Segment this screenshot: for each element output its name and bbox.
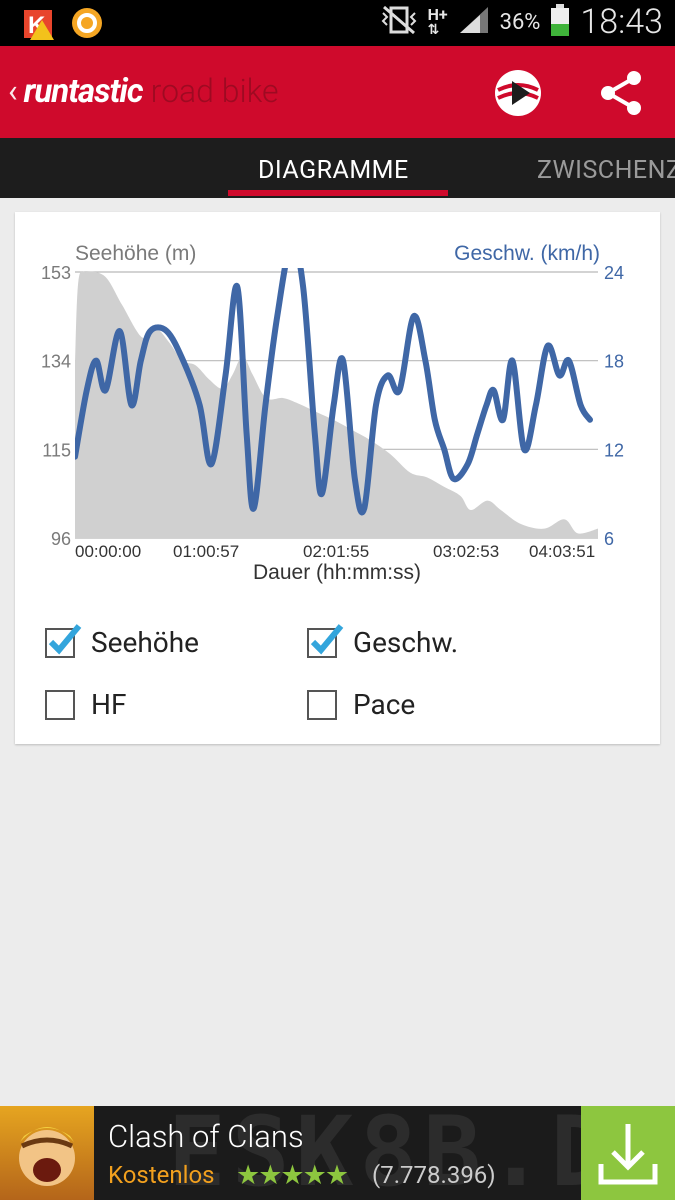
- elevation-speed-chart: Seehöhe (m) Geschw. (km/h) Dauer (hh:mm:…: [41, 242, 624, 584]
- checkbox-hf[interactable]: HF: [45, 688, 126, 721]
- left-tick-label: 153: [41, 263, 71, 283]
- play-route-button[interactable]: [493, 68, 543, 118]
- checkbox-label: Seehöhe: [91, 626, 199, 659]
- back-chevron-icon: ‹: [8, 72, 18, 110]
- checkbox-label: HF: [91, 688, 127, 721]
- series-seehoehe-area: [75, 271, 598, 538]
- share-icon: [601, 71, 641, 115]
- x-axis-title: Dauer (hh:mm:ss): [253, 561, 421, 584]
- ad-title: Clash of Clans: [108, 1118, 304, 1155]
- left-tick-label: 96: [51, 529, 71, 549]
- active-tab-indicator: [228, 190, 448, 196]
- clock: 18:43: [580, 2, 663, 42]
- signal-icon: [458, 5, 490, 39]
- x-tick-label: 04:03:51: [529, 542, 595, 561]
- ad-banner[interactable]: ESK8B.DE Clash of Clans Kostenlos ★★★★★ …: [0, 1106, 675, 1200]
- ad-download-button[interactable]: [581, 1106, 675, 1200]
- left-tick-label: 134: [41, 352, 71, 372]
- x-tick-label: 01:00:57: [173, 542, 239, 561]
- right-tick-label: 24: [604, 263, 624, 283]
- app-subtitle: road bike: [150, 72, 279, 110]
- checkbox-box[interactable]: [307, 623, 344, 658]
- checkmark-icon: [310, 623, 344, 654]
- ad-app-icon[interactable]: [0, 1106, 94, 1200]
- series-geschw-line: [75, 268, 593, 516]
- tab-bar: DIAGRAMME ZWISCHENZ: [0, 138, 675, 198]
- download-icon: [598, 1124, 658, 1185]
- tab-diagramme[interactable]: DIAGRAMME: [258, 156, 409, 185]
- play-route-icon: [495, 70, 541, 116]
- checkmark-icon: [48, 623, 82, 654]
- network-type: H+ ⇅: [427, 4, 448, 38]
- app-notification-icon: [70, 6, 104, 44]
- left-axis-title: Seehöhe (m): [75, 242, 196, 265]
- vibrate-icon: [380, 3, 418, 41]
- chart-card: Seehöhe (m) Geschw. (km/h) Dauer (hh:mm:…: [15, 212, 660, 744]
- checkbox-box[interactable]: [45, 623, 82, 658]
- checkbox-label: Geschw.: [353, 626, 459, 659]
- checkbox-label: Pace: [353, 688, 416, 721]
- x-tick-label: 02:01:55: [303, 542, 369, 561]
- battery-percent: 36%: [499, 9, 541, 35]
- x-tick-label: 00:00:00: [75, 542, 141, 561]
- left-tick-label: 115: [42, 440, 71, 460]
- checkbox-box[interactable]: [307, 689, 337, 720]
- ad-price: Kostenlos: [108, 1161, 215, 1189]
- checkbox-pace[interactable]: Pace: [307, 688, 415, 721]
- app-logo-home-button[interactable]: ‹ runtastic road bike: [8, 72, 279, 111]
- rating-stars-icon: ★★★★★: [236, 1159, 349, 1191]
- brand-name: runtastic: [23, 72, 144, 111]
- right-tick-label: 12: [604, 440, 624, 460]
- share-button[interactable]: [598, 68, 648, 118]
- status-bar: K H+ ⇅ 36%: [0, 0, 675, 46]
- checkbox-box[interactable]: [45, 689, 75, 720]
- ad-rating-count: (7.778.396): [372, 1161, 496, 1189]
- tab-zwischenzeiten[interactable]: ZWISCHENZ: [537, 156, 675, 185]
- antivirus-notification-icon: K: [22, 6, 56, 44]
- x-tick-label: 03:02:53: [433, 542, 499, 561]
- battery-icon: [550, 3, 570, 41]
- right-tick-label: 18: [604, 352, 624, 372]
- app-bar: ‹ runtastic road bike: [0, 46, 675, 138]
- right-axis-title: Geschw. (km/h): [454, 242, 600, 265]
- checkbox-geschw[interactable]: Geschw.: [307, 623, 459, 659]
- checkbox-seehoehe[interactable]: Seehöhe: [45, 623, 199, 659]
- right-tick-label: 6: [604, 529, 614, 549]
